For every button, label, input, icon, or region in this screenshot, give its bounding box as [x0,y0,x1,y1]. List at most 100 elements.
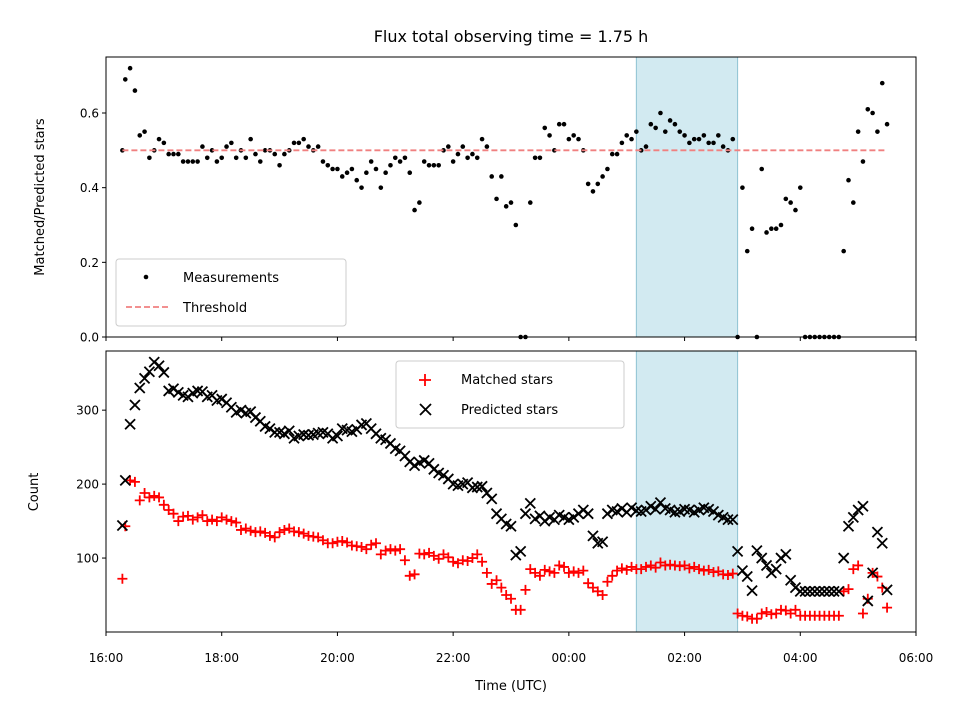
measurement-point [537,155,543,161]
measurement-point [120,148,125,153]
measurement-point [421,159,427,164]
measurement-point [556,121,562,127]
matched-star-point [684,563,695,574]
measurement-point [532,155,538,161]
measurement-point [870,110,875,116]
matched-star-point [293,527,304,538]
measurement-point [446,144,451,149]
count-legend: Matched stars Predicted stars [395,360,625,429]
matched-star-point [694,564,705,575]
predicted-star-point [269,426,281,438]
measurement-point [127,65,133,71]
measurement-point [682,133,687,138]
measurement-point [282,151,287,157]
matched-star-point [361,544,372,555]
matched-star-point [236,524,246,535]
measurement-point [142,129,147,134]
measurement-point [561,121,567,127]
measurement-point [132,88,138,93]
matched-star-point [129,476,140,487]
count-panel: 100 200 300 16:00 18:00 20:00 22:00 00:00 02:00… [27,350,934,694]
matched-star-point [481,567,492,578]
measurement-point [711,140,716,146]
matched-star-point [173,516,184,527]
measurement-point [778,222,784,228]
measurement-point [335,166,340,172]
predicted-star-point [129,399,141,411]
measurement-point [740,185,745,190]
measurement-point [855,129,861,134]
matched-star-point [544,566,555,577]
predicted-star-point [283,425,295,437]
matched-star-point [158,499,169,510]
measurement-point [875,129,880,134]
measurement-point [764,230,769,235]
measurement-point [658,110,663,116]
measurement-point [595,181,601,187]
predicted-star-point [823,585,835,597]
matched-star-point [563,567,574,578]
x-tick-label: 06:00 [899,651,934,665]
measurement-point [417,200,422,205]
measurement-point [571,133,576,138]
y-tick-label: 0.4 [80,181,99,195]
matched-star-point [134,495,145,506]
measurement-point [219,155,225,161]
measurement-point [320,159,326,164]
measurement-point [441,148,446,153]
matched-star-point [583,578,594,589]
matched-star-point [838,586,849,597]
matched-star-point [125,475,136,486]
measurement-point [706,140,711,146]
matched-star-point [279,524,290,535]
measurement-point [431,162,437,168]
measurement-point [860,159,866,164]
measurement-point [383,170,388,176]
measurement-point [701,133,707,138]
measurement-point [330,166,335,172]
predicted-star-point [862,595,874,607]
matched-star-point [443,552,454,563]
measurement-point [147,155,152,161]
measurement-point [412,207,417,213]
predicted-star-point [809,585,821,597]
measurement-point [773,226,779,232]
measurement-point [605,166,610,172]
matched-star-point [703,564,714,575]
matched-star-point [144,492,155,503]
measurement-point [576,136,581,142]
measurement-point [749,226,755,232]
predicted-star-point [727,513,739,526]
measurement-point [204,155,210,161]
predicted-star-point [746,584,758,597]
legend-label-matched: Matched stars [461,373,553,388]
ratio-legend: Measurements Threshold [115,258,347,327]
measurement-point [499,174,504,179]
measurement-point [865,106,871,112]
ratio-plot-area [120,65,890,340]
measurement-point [609,151,615,157]
legend-marker-predicted [419,403,432,416]
matched-star-point [404,570,415,581]
measurement-point [315,144,321,149]
measurement-point [122,77,128,82]
measurement-point [359,185,364,190]
measurement-point [585,181,591,187]
matched-star-point [727,568,738,579]
measurement-point [662,129,668,134]
predicted-star-point [158,366,170,379]
matched-star-point [298,528,309,539]
measurement-point [566,136,572,142]
chart-title: Flux total observing time = 1.75 h [374,27,649,46]
matched-star-point [390,545,401,556]
ratio-x-axis-ticks [105,337,917,341]
measurement-point [793,207,798,213]
measurement-point [301,136,306,142]
predicted-star-point [833,585,845,597]
measurement-point [176,151,181,157]
matched-star-point [515,604,526,615]
measurement-point [161,140,167,146]
matched-star-point [371,538,381,549]
measurement-point [667,118,673,123]
